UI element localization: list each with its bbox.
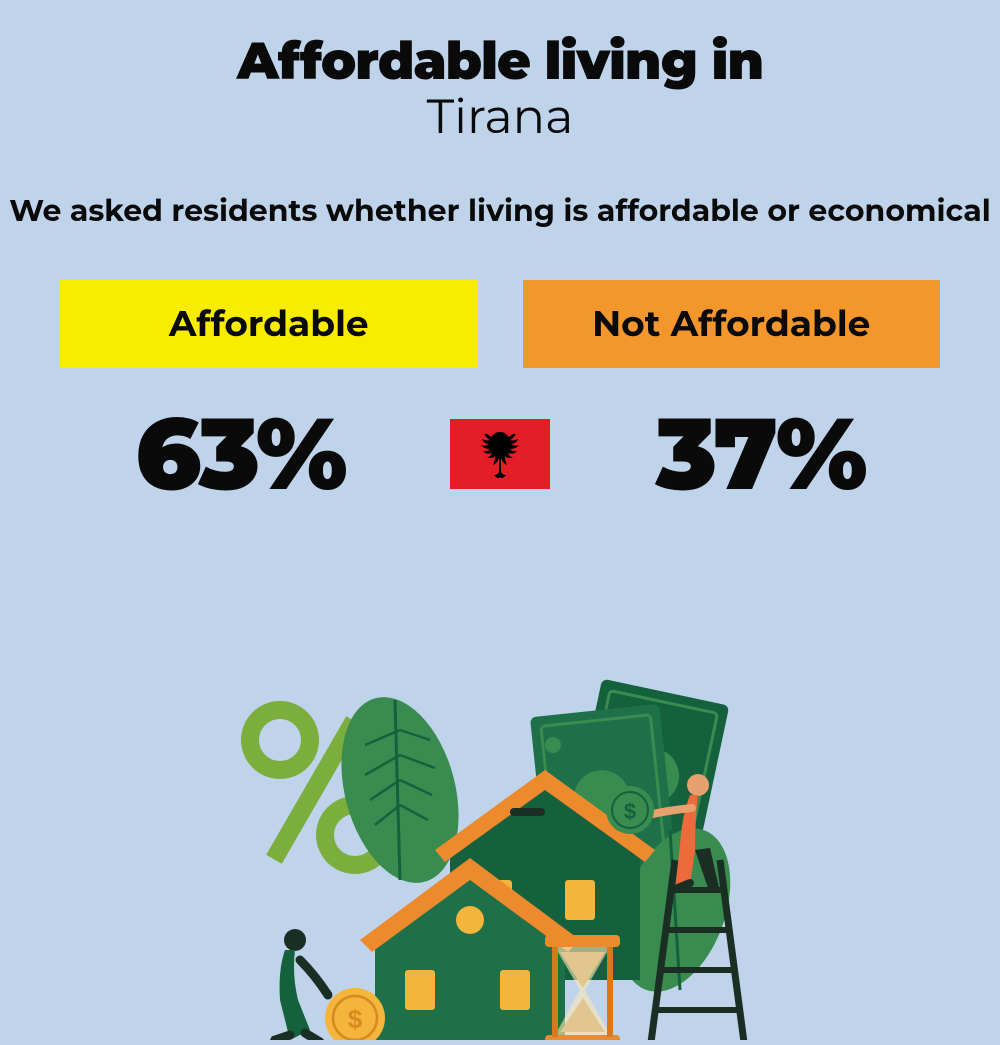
badges-row: Affordable Not Affordable <box>0 280 1000 368</box>
not-affordable-badge: Not Affordable <box>523 280 941 368</box>
hourglass-icon <box>545 935 620 1040</box>
affordable-percent: 63% <box>60 393 420 515</box>
page-title-prefix: Affordable living in <box>0 0 1000 93</box>
affordable-badge: Affordable <box>60 280 478 368</box>
albania-flag-icon <box>450 419 550 489</box>
svg-text:$: $ <box>348 1004 363 1034</box>
page-subtitle: We asked residents whether living is aff… <box>0 191 1000 230</box>
page-title-city: Tirana <box>0 88 1000 146</box>
money-house-illustration: $ $ <box>200 640 800 1040</box>
svg-text:$: $ <box>624 799 636 824</box>
not-affordable-percent: 37% <box>580 393 940 515</box>
percents-row: 63% 37% <box>0 393 1000 515</box>
coin-insert-icon: $ <box>606 786 654 834</box>
